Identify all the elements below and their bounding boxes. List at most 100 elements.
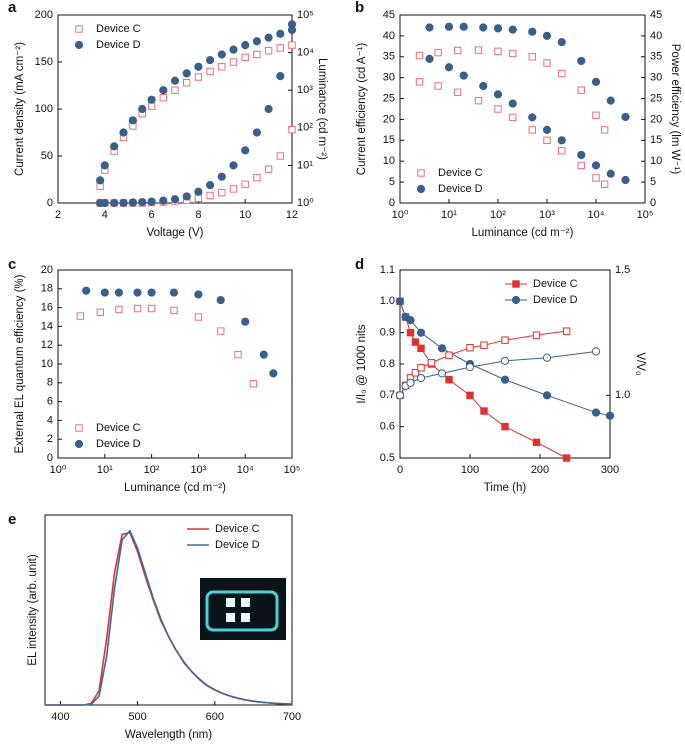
marker <box>528 53 536 61</box>
marker <box>577 86 585 94</box>
y2-tick-label: 10⁰ <box>297 197 314 209</box>
marker <box>241 180 249 188</box>
marker <box>493 90 503 99</box>
y-tick-label: 100 <box>35 103 53 115</box>
marker <box>170 76 180 85</box>
marker <box>241 53 249 61</box>
marker <box>276 152 285 160</box>
marker <box>437 369 447 378</box>
marker <box>427 359 436 367</box>
series <box>395 297 615 420</box>
marker <box>493 24 503 33</box>
x-axis-title: Wavelength (nm) <box>125 729 212 741</box>
series <box>425 54 630 185</box>
marker <box>119 128 128 137</box>
legend-marker <box>417 169 425 177</box>
marker <box>417 364 425 372</box>
y-tick-label: 5 <box>389 176 395 188</box>
panel-letter: d <box>355 256 364 273</box>
marker <box>119 198 128 207</box>
y-tick-label: 14 <box>41 320 53 332</box>
x-tick-label: 8 <box>195 209 201 221</box>
marker <box>159 196 168 205</box>
marker <box>434 82 442 90</box>
y-axis-title: EL intensity (arb. unit) <box>27 554 39 666</box>
panel-letter: a <box>8 0 17 16</box>
y-tick-label: 0.6 <box>380 421 395 433</box>
marker <box>276 72 285 81</box>
marker <box>395 297 405 306</box>
marker <box>170 195 180 204</box>
marker <box>562 454 571 462</box>
marker <box>194 194 203 203</box>
y-tick-label: 45 <box>383 9 395 21</box>
y-tick-label: 6 <box>47 396 53 408</box>
marker <box>480 341 488 349</box>
marker <box>395 391 405 400</box>
marker <box>82 286 91 295</box>
marker <box>276 44 285 52</box>
marker <box>509 113 517 122</box>
marker <box>194 62 203 71</box>
marker <box>159 86 168 95</box>
panel: c 10⁰ 10¹ 10² 10³ 10⁴ 10⁵ 0 2 4 6 8 10 12 14 16 18 20 Lumi… <box>8 256 300 494</box>
marker <box>591 408 601 417</box>
marker <box>110 198 119 208</box>
marker <box>171 86 179 94</box>
marker <box>147 288 156 297</box>
x-tick-label: 200 <box>531 464 549 476</box>
plot-frame <box>57 269 293 459</box>
y2-tick-label: 40 <box>650 30 662 42</box>
series <box>82 286 278 378</box>
marker <box>133 288 142 297</box>
y-tick-label: 150 <box>35 56 53 68</box>
marker <box>542 125 552 134</box>
marker <box>459 22 468 31</box>
marker <box>253 173 261 182</box>
marker <box>600 180 609 188</box>
y-tick-label: 0 <box>47 197 53 209</box>
marker <box>453 46 462 55</box>
marker <box>241 317 250 326</box>
marker <box>147 304 156 313</box>
y-tick-label: 30 <box>383 72 395 84</box>
y-tick-label: 10 <box>383 155 395 167</box>
marker <box>532 438 541 447</box>
y2-tick-label: 10¹ <box>297 159 313 171</box>
marker <box>147 197 156 206</box>
marker <box>76 312 85 320</box>
y-tick-label: 25 <box>383 92 395 104</box>
marker <box>591 161 601 170</box>
marker <box>562 327 571 335</box>
inset-pixel <box>226 598 235 607</box>
marker <box>216 295 225 305</box>
y2-tick-label: 45 <box>650 9 662 21</box>
marker <box>600 126 609 134</box>
marker <box>444 22 454 31</box>
x-axis-title: Luminance (cd m⁻²) <box>472 227 574 239</box>
panel-letter: b <box>355 0 364 16</box>
legend: Device C Device D <box>74 23 141 51</box>
x-axis-title: Time (h) <box>484 482 527 494</box>
marker <box>543 59 551 67</box>
marker <box>217 50 226 59</box>
legend-label: Device C <box>96 422 141 434</box>
marker <box>269 369 278 378</box>
inset-photo <box>200 578 286 640</box>
x-tick-label: 10¹ <box>97 464 113 476</box>
y-tick-label: 16 <box>41 302 53 314</box>
marker <box>606 96 615 105</box>
marker <box>218 188 226 197</box>
y-tick-label: 4 <box>47 414 53 426</box>
marker <box>206 56 215 65</box>
x-axis-title: Luminance (cd m⁻²) <box>124 482 226 494</box>
y-axis-title: Current efficiency (cd A⁻¹) <box>356 43 368 176</box>
x-tick-label: 10³ <box>190 464 206 476</box>
marker <box>276 29 285 38</box>
y-tick-label: 0.8 <box>380 358 395 370</box>
marker <box>259 350 268 359</box>
marker <box>229 161 238 170</box>
marker <box>577 161 585 170</box>
marker <box>182 69 191 78</box>
